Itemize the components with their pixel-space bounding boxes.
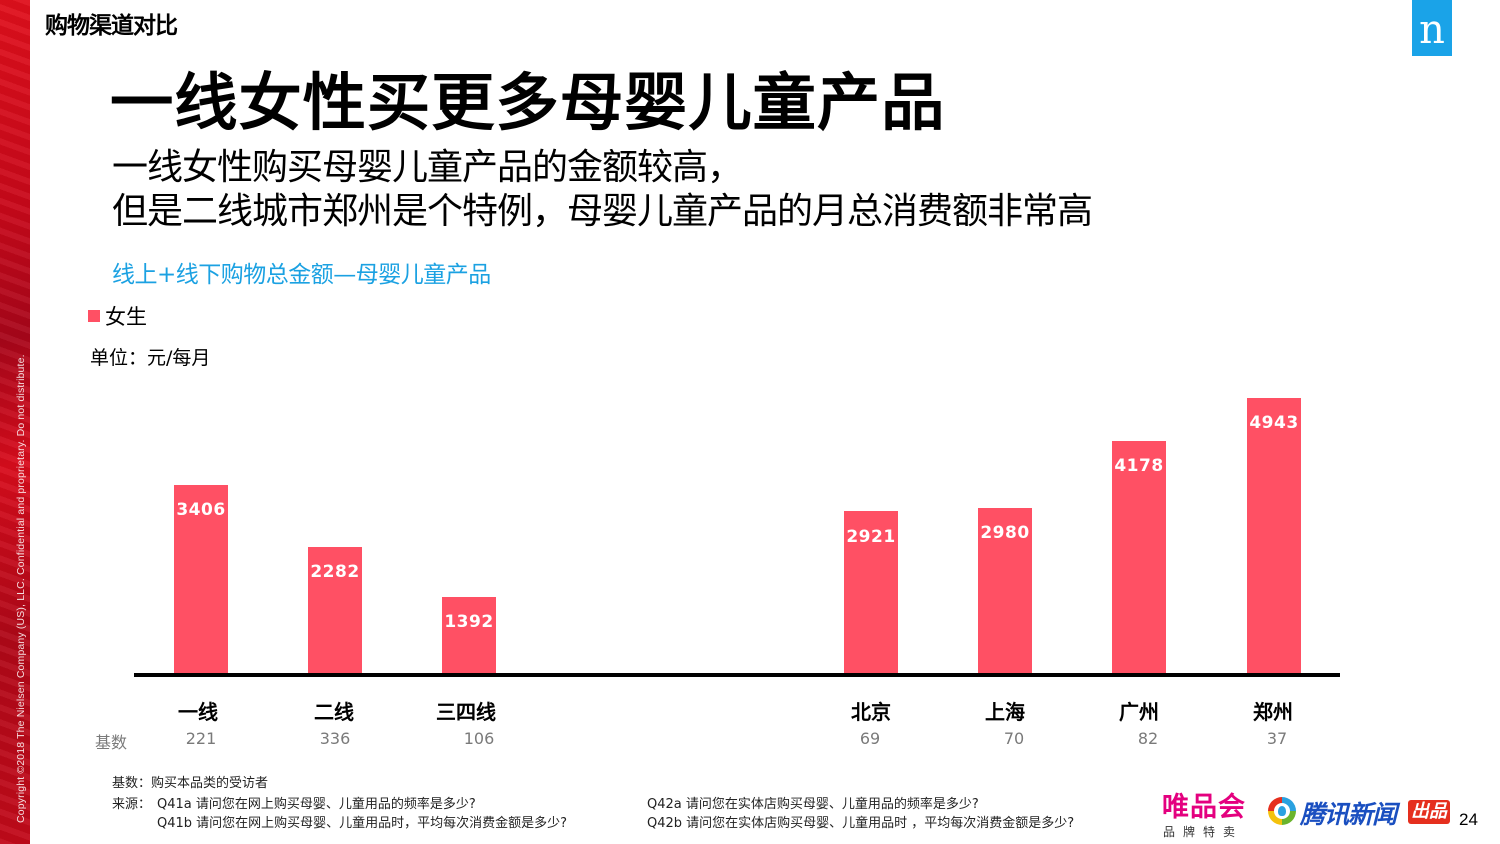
base-size-value: 37 (1266, 729, 1288, 748)
category-label: 二线 (314, 700, 354, 724)
category-label: 上海 (985, 700, 1025, 724)
legend-label: 女生 (105, 305, 147, 329)
bar-value: 2282 (310, 562, 360, 582)
category-label: 北京 (851, 700, 891, 724)
bar-value: 1392 (444, 612, 494, 632)
copyright-notice: Copyright ©2018 The Nielsen Company (US)… (15, 354, 27, 823)
vipshop-logo: 唯品会 (1162, 792, 1246, 823)
base-size-value: 106 (463, 729, 495, 748)
source-label: 来源： (112, 797, 152, 812)
bar-value: 4178 (1114, 456, 1164, 476)
source-q41a: Q41a 请问您在网上购买母婴、儿童用品的频率是多少? (157, 797, 476, 812)
bar-value: 2921 (846, 527, 896, 547)
person-head-icon (1278, 806, 1286, 816)
chart-title: 线上+线下购物总金额—母婴儿童产品 (112, 262, 491, 288)
brand-sidebar (0, 0, 30, 844)
category-label: 三四线 (436, 700, 496, 724)
bar-shanghai: 2980 (978, 508, 1032, 673)
vipshop-tagline: 品牌特卖 (1163, 825, 1244, 839)
nielsen-logo-icon: n (1412, 0, 1452, 56)
bar-tier2: 2282 (308, 547, 362, 673)
tencent-news-logo-icon (1268, 797, 1296, 825)
section-label: 购物渠道对比 (45, 13, 178, 39)
base-size-value: 70 (1003, 729, 1025, 748)
bar-tier3-4: 1392 (442, 597, 496, 673)
bar-zhengzhou: 4943 (1247, 398, 1301, 673)
tencent-news-logo: 腾讯新闻 (1300, 800, 1397, 829)
category-label: 一线 (178, 700, 218, 724)
chart-legend: 女生 (88, 301, 147, 331)
subtitle-line-2: 但是二线城市郑州是个特例，母婴儿童产品的月总消费额非常高 (112, 191, 1093, 232)
base-size-value: 69 (859, 729, 881, 748)
unit-label: 单位：元/每月 (90, 347, 211, 369)
category-label: 广州 (1119, 700, 1159, 724)
bar-value: 4943 (1249, 413, 1299, 433)
category-label: 郑州 (1253, 700, 1293, 724)
bar-value: 3406 (176, 500, 226, 520)
subtitle-line-1: 一线女性购买母婴儿童产品的金额较高， (112, 147, 743, 188)
source-q42b: Q42b 请问您在实体店购买母婴、儿童用品时 ，平均每次消费金额是多少? (647, 816, 1075, 831)
bar-beijing: 2921 (844, 511, 898, 673)
produced-badge: 出品 (1408, 800, 1450, 824)
bar-guangzhou: 4178 (1112, 441, 1166, 673)
x-axis-line (134, 673, 1340, 677)
base-size-title: 基数 (95, 733, 128, 752)
page-title: 一线女性买更多母婴儿童产品 (110, 66, 946, 139)
base-size-value: 336 (319, 729, 351, 748)
bar-tier1: 3406 (174, 485, 228, 673)
base-size-value: 82 (1137, 729, 1159, 748)
page-number: 24 (1459, 810, 1478, 829)
source-q41b: Q41b 请问您在网上购买母婴、儿童用品时，平均每次消费金额是多少? (157, 816, 568, 831)
base-size-value: 221 (185, 729, 217, 748)
source-q42a: Q42a 请问您在实体店购买母婴、儿童用品的频率是多少? (647, 797, 979, 812)
base-note: 基数：购买本品类的受访者 (112, 776, 269, 791)
bar-value: 2980 (980, 523, 1030, 543)
legend-swatch-icon (88, 310, 100, 322)
